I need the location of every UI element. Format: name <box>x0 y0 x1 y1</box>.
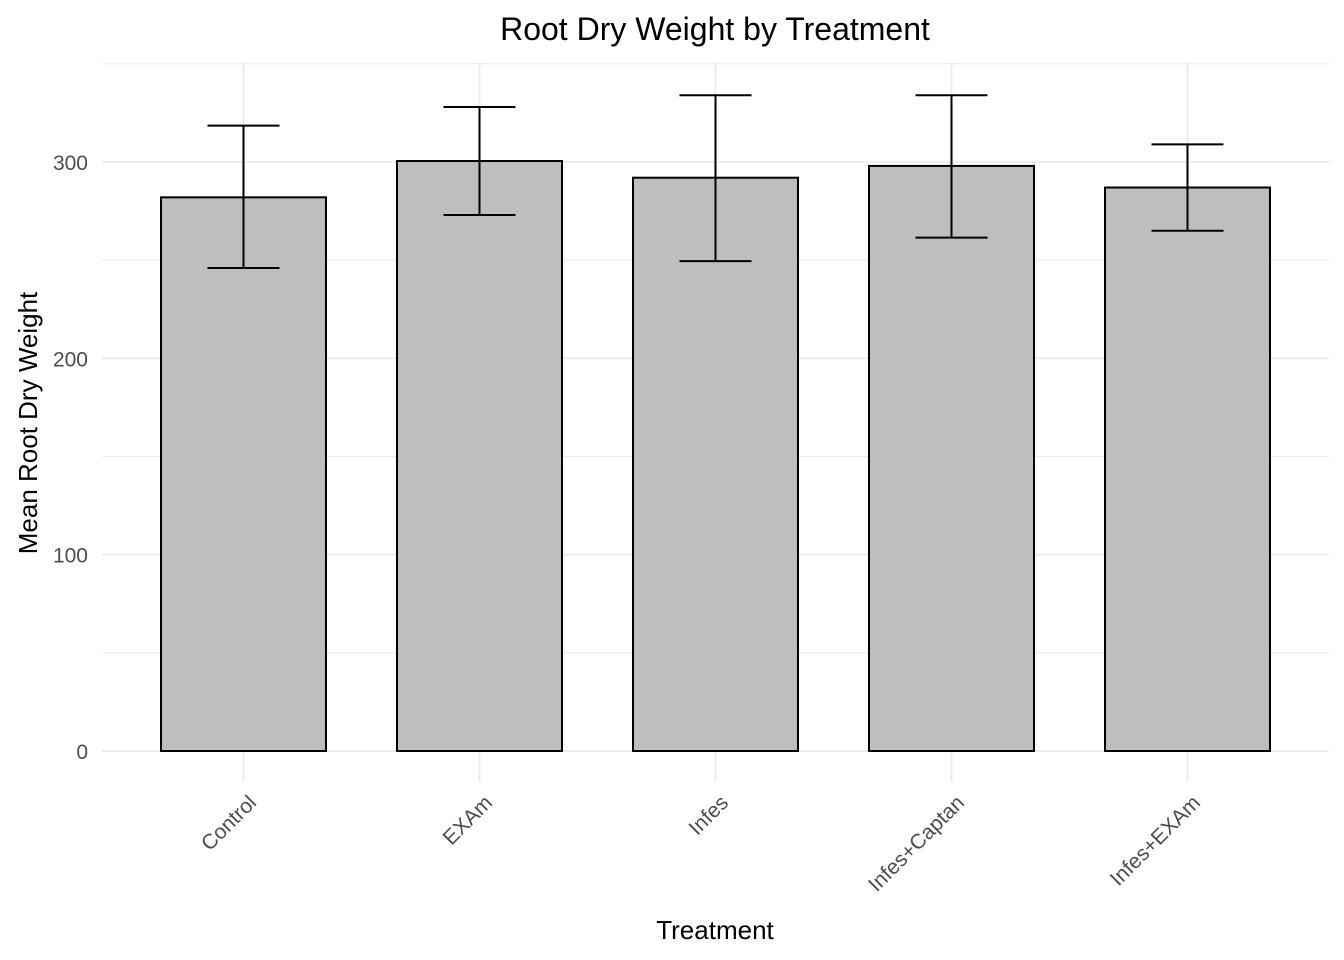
x-tick-label: EXAm <box>439 791 497 849</box>
bars <box>160 160 1271 753</box>
y-tick-label: 0 <box>76 741 88 764</box>
y-tick-label: 300 <box>53 152 88 175</box>
x-tick-label: Control <box>197 791 261 855</box>
error-bar <box>915 94 988 239</box>
y-axis-title: Mean Root Dry Weight <box>13 291 43 554</box>
x-tick-label: Infes+EXAm <box>1106 791 1205 890</box>
x-tick-label: Infes <box>685 791 733 839</box>
y-tick-label: 100 <box>53 545 88 568</box>
error-bar <box>1151 143 1224 232</box>
bar-infes-exam <box>1104 186 1271 753</box>
bar-infes <box>632 176 799 752</box>
bar-exam <box>396 160 563 753</box>
x-axis-ticks: Control EXAm Infes Infes+Captan Infes+EXAm <box>197 791 1205 896</box>
bar-control <box>160 196 327 752</box>
error-bar <box>679 94 752 263</box>
y-axis-ticks: 0 100 200 300 <box>53 152 88 764</box>
x-axis-title: Treatment <box>656 915 774 945</box>
error-bar <box>443 106 516 217</box>
chart-title: Root Dry Weight by Treatment <box>500 11 930 47</box>
y-tick-label: 200 <box>53 348 88 371</box>
x-tick-label: Infes+Captan <box>864 791 969 896</box>
bar-infes-captan <box>868 164 1035 752</box>
error-bar <box>207 124 280 270</box>
error-bars <box>207 94 1224 270</box>
